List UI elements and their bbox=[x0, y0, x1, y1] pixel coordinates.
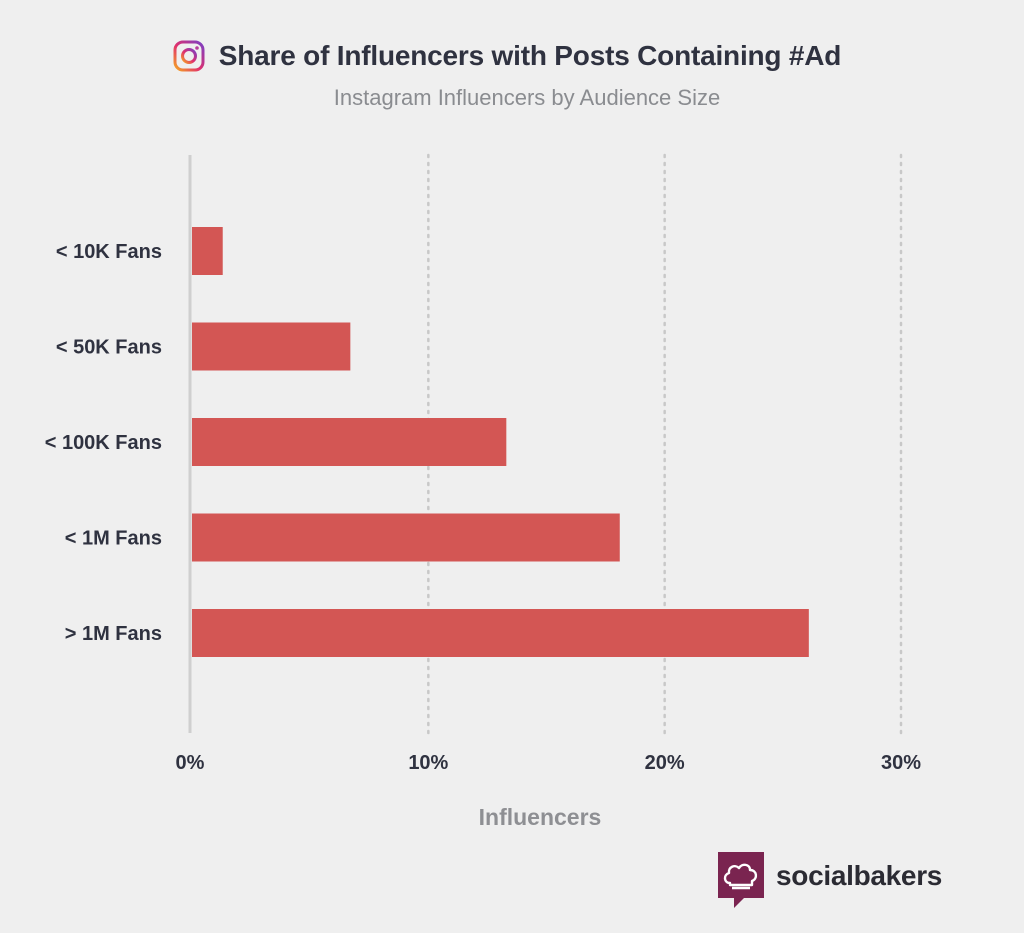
bar bbox=[192, 609, 809, 657]
category-label: < 1M Fans bbox=[65, 528, 162, 550]
x-axis-title: Influencers bbox=[478, 804, 602, 830]
chart-header: Share of Influencers with Posts Containi… bbox=[0, 40, 1024, 111]
chart-subtitle: Instagram Influencers by Audience Size bbox=[333, 85, 721, 110]
x-tick-label: 20% bbox=[645, 752, 685, 774]
chef-hat-icon bbox=[718, 852, 764, 908]
category-label: < 50K Fans bbox=[56, 337, 162, 359]
title-row: Share of Influencers with Posts Containi… bbox=[173, 40, 841, 72]
brand-name: socialbakers bbox=[776, 860, 943, 891]
brand-watermark: socialbakers bbox=[718, 852, 942, 908]
bar bbox=[192, 227, 223, 275]
bar bbox=[192, 513, 620, 562]
category-label: > 1M Fans bbox=[65, 623, 162, 645]
category-label: < 100K Fans bbox=[45, 432, 162, 454]
bar bbox=[192, 322, 351, 371]
x-tick-label: 30% bbox=[881, 752, 921, 774]
bar bbox=[192, 418, 507, 466]
instagram-icon bbox=[173, 40, 205, 72]
chart-title: Share of Influencers with Posts Containi… bbox=[218, 40, 842, 71]
x-tick-label: 0% bbox=[176, 752, 205, 774]
category-label: < 10K Fans bbox=[56, 241, 162, 263]
x-tick-label: 10% bbox=[408, 752, 448, 774]
